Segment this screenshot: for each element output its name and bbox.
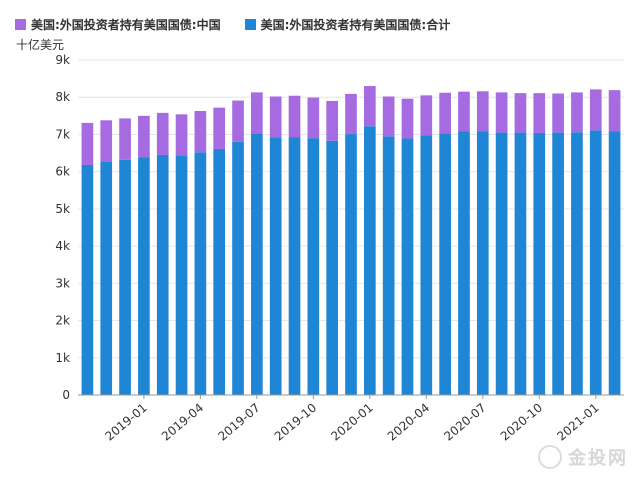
bar-total bbox=[589, 130, 602, 395]
bar-total bbox=[100, 161, 113, 395]
watermark-text: 金投网 bbox=[568, 448, 628, 469]
x-tick-label: 2020-04 bbox=[385, 401, 432, 444]
x-tick-label: 2020-10 bbox=[498, 401, 545, 444]
bar-china bbox=[269, 96, 282, 138]
bar-china bbox=[363, 86, 376, 127]
x-tick-label: 2019-01 bbox=[102, 401, 149, 444]
bar-total bbox=[514, 132, 527, 396]
watermark: 金投网 bbox=[538, 444, 628, 470]
bar-china bbox=[514, 93, 527, 133]
bar-china bbox=[288, 95, 301, 138]
bar-total bbox=[213, 148, 226, 395]
bar-china bbox=[401, 98, 414, 139]
bar-total bbox=[363, 126, 376, 395]
y-tick-label: 5k bbox=[55, 202, 70, 216]
bar-total bbox=[119, 159, 131, 395]
legend-item-total[interactable]: 美国:外国投资者持有美国国债:合计 bbox=[244, 16, 451, 33]
bar-total bbox=[608, 131, 621, 395]
bar-china bbox=[382, 96, 395, 137]
x-tick-label: 2019-10 bbox=[272, 401, 319, 444]
bar-total bbox=[138, 157, 150, 395]
bar-total bbox=[345, 134, 357, 396]
bar-china bbox=[571, 92, 583, 133]
bar-total bbox=[439, 133, 451, 396]
y-tick-label: 1k bbox=[55, 351, 70, 365]
bar-total bbox=[571, 132, 583, 395]
legend-item-china[interactable]: 美国:外国投资者持有美国国债:中国 bbox=[15, 16, 221, 33]
legend-label-total: 美国:外国投资者持有美国国债:合计 bbox=[260, 18, 451, 32]
y-tick-label: 2k bbox=[55, 314, 70, 328]
x-tick-label: 2019-07 bbox=[215, 401, 262, 444]
bar-china bbox=[495, 92, 508, 133]
bar-china bbox=[326, 100, 339, 141]
bar-china bbox=[345, 93, 357, 135]
bar-total bbox=[382, 136, 395, 396]
bar-china bbox=[81, 122, 94, 165]
bar-china bbox=[533, 93, 546, 133]
bar-total bbox=[552, 132, 564, 396]
bar-total bbox=[495, 132, 508, 396]
bar-china bbox=[213, 107, 226, 149]
y-tick-label: 0 bbox=[62, 388, 70, 402]
bar-china bbox=[156, 112, 169, 155]
bar-total bbox=[232, 141, 244, 395]
bar-total bbox=[458, 131, 470, 395]
bar-total bbox=[476, 131, 489, 395]
y-axis-unit-label: 十亿美元 bbox=[16, 38, 65, 52]
bar-total bbox=[269, 137, 282, 395]
y-tick-label: 6k bbox=[55, 165, 70, 179]
bar-china bbox=[119, 118, 131, 160]
bar-china bbox=[420, 95, 433, 136]
chart-legend: 美国:外国投资者持有美国国债:中国 美国:外国投资者持有美国国债:合计 bbox=[15, 16, 450, 33]
watermark-logo-icon bbox=[538, 445, 562, 469]
bar-china bbox=[100, 120, 113, 162]
y-tick-label: 3k bbox=[55, 276, 70, 290]
x-tick-label: 2020-07 bbox=[441, 401, 488, 444]
bar-total bbox=[326, 140, 339, 395]
x-tick-label: 2020-01 bbox=[328, 401, 375, 444]
bar-total bbox=[420, 135, 433, 395]
bar-total bbox=[288, 137, 301, 396]
y-tick-label: 8k bbox=[55, 90, 70, 104]
x-tick-label: 2019-04 bbox=[159, 401, 206, 444]
bar-total bbox=[251, 133, 263, 396]
bar-china bbox=[138, 115, 150, 158]
bar-china bbox=[608, 90, 621, 132]
bar-china bbox=[307, 97, 320, 139]
bar-china bbox=[232, 100, 244, 142]
bar-china bbox=[458, 91, 470, 132]
bar-total bbox=[401, 138, 414, 396]
legend-swatch-china bbox=[15, 19, 26, 30]
bar-china bbox=[476, 91, 489, 132]
bar-china bbox=[439, 92, 451, 134]
x-tick-label: 2021-01 bbox=[554, 401, 601, 444]
y-tick-label: 9k bbox=[55, 53, 70, 67]
bar-total bbox=[175, 155, 188, 395]
bar-total bbox=[81, 164, 94, 395]
bar-total bbox=[156, 154, 169, 395]
legend-label-china: 美国:外国投资者持有美国国债:中国 bbox=[31, 18, 221, 32]
y-tick-label: 4k bbox=[55, 239, 70, 253]
bar-china bbox=[589, 89, 602, 131]
bar-total bbox=[533, 132, 546, 395]
bar-china bbox=[552, 93, 564, 133]
bar-total bbox=[194, 152, 207, 395]
bar-china bbox=[194, 110, 207, 153]
bar-china bbox=[175, 114, 188, 156]
bar-total bbox=[307, 138, 320, 395]
legend-swatch-total bbox=[244, 19, 256, 30]
y-tick-label: 7k bbox=[55, 127, 70, 141]
bar-china bbox=[251, 92, 263, 134]
